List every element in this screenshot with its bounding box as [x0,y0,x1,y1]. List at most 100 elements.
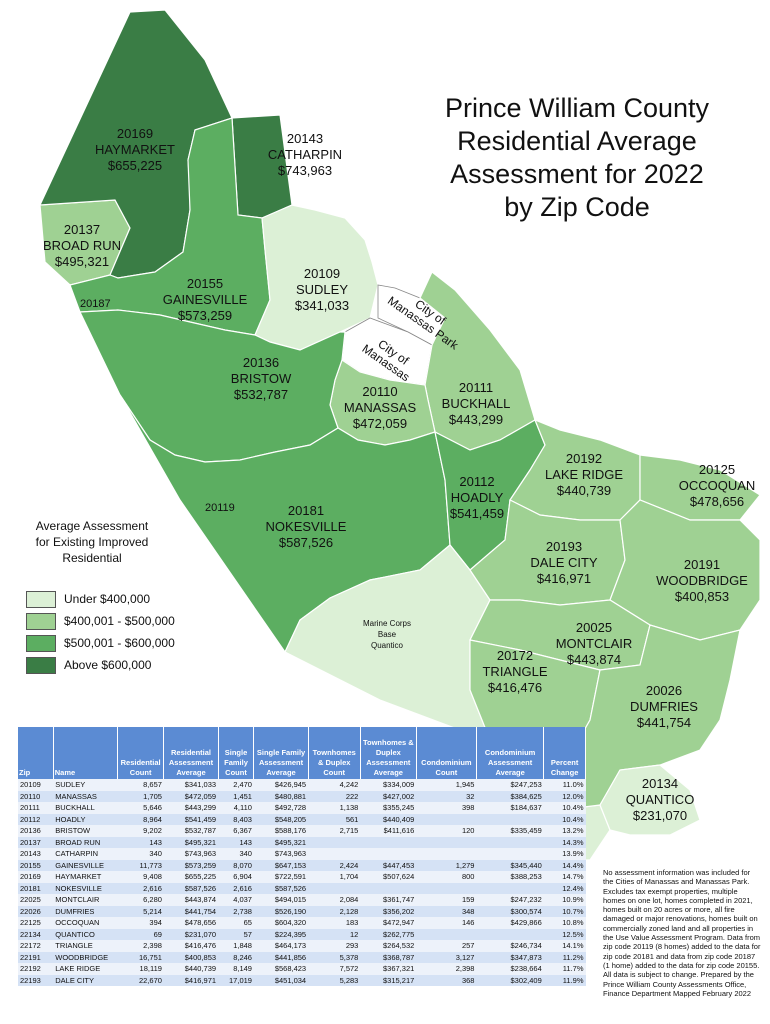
table-cell: QUANTICO [53,928,118,940]
table-cell [476,882,544,894]
table-cell: CATHARPIN [53,848,118,860]
legend: Under $400,000 $400,001 - $500,000 $500,… [26,588,196,676]
table-cell: 2,616 [117,882,164,894]
table-cell: 4,110 [218,802,254,814]
table-cell: $224,395 [253,928,309,940]
table-cell [360,848,417,860]
table-cell: 257 [416,940,477,952]
table-cell: 57 [218,928,254,940]
table-row: 22192 LAKE RIDGE 18,119 $440,739 8,149 $568,4… [18,963,586,975]
table-cell: MONTCLAIR [53,894,118,906]
table-cell: 3,127 [416,951,477,963]
table-cell: 13.2% [543,825,586,837]
table-cell: $367,321 [360,963,417,975]
region-22191 [609,499,761,641]
table-cell: $347,873 [476,951,544,963]
table-cell: SUDLEY [53,779,118,791]
zip-label-20137: 20137 BROAD RUN $495,321 [42,222,122,269]
table-cell: 22192 [18,963,54,975]
assessment-table: Zip Name Residential Count Residential A… [18,727,586,986]
table-cell: $743,963 [253,848,309,860]
table-cell: 143 [218,836,254,848]
table-cell [360,836,417,848]
table-cell [308,882,361,894]
table-cell: $429,866 [476,917,544,929]
table-cell: 12.5% [543,928,586,940]
table-cell [476,848,544,860]
table-cell: 340 [218,848,254,860]
zip-label-20187: 20187 [80,298,111,310]
legend-title: Average Assessment for Existing Improved… [35,519,149,565]
table-cell: $400,853 [163,951,219,963]
table-cell: 69 [117,928,164,940]
table-cell: $238,664 [476,963,544,975]
table-cell: 5,214 [117,905,164,917]
table-cell: 11.0% [543,779,586,791]
table-cell: 17,019 [218,974,254,986]
table-row: 20143 CATHARPIN 340 $743,963 340 $743,963 13.9… [18,848,586,860]
table-cell: 6,367 [218,825,254,837]
table-cell [360,882,417,894]
zip-label-20109: 20109 SUDLEY $341,033 [294,266,350,313]
table-cell [416,928,477,940]
table-cell: HOADLY [53,813,118,825]
table-cell: GAINESVILLE [53,859,118,871]
table-cell: 1,945 [416,779,477,791]
zip-label-22192: 20192 LAKE RIDGE $440,739 [544,451,624,498]
table-cell: 1,848 [218,940,254,952]
table-cell: 22193 [18,974,54,986]
table-cell: $247,253 [476,779,544,791]
table-cell: $335,459 [476,825,544,837]
legend-item: Above $600,000 [26,654,196,676]
table-cell: 20143 [18,848,54,860]
table-cell: OCCOQUAN [53,917,118,929]
legend-swatch [26,590,56,608]
column-header: Condominium Assessment Average [476,727,545,779]
table-cell: $384,625 [476,790,544,802]
column-header: Residential Count [117,727,165,779]
table-cell: 11,773 [117,859,164,871]
quantico-base-label: Marine Corps Base Quantico [362,619,411,650]
region-22134 [599,764,701,836]
table-cell: 10.4% [543,813,586,825]
column-header: Condominium Count [416,727,477,779]
table-cell: 22134 [18,928,54,940]
table-cell: 4,242 [308,779,361,791]
table-cell: 12.4% [543,882,586,894]
table-cell: $361,747 [360,894,417,906]
table-cell: $355,245 [360,802,417,814]
zip-label-20136: 20136 BRISTOW $532,787 [230,355,292,402]
table-cell: $494,015 [253,894,309,906]
table-cell: TRIANGLE [53,940,118,952]
table-row: 20109 SUDLEY 8,657 $341,033 2,470 $426,945 4,2… [18,779,586,791]
legend-item: Under $400,000 [26,588,196,610]
table-cell: 18,119 [117,963,164,975]
legend-swatch [26,634,56,652]
table-cell: 10.4% [543,802,586,814]
table-cell: $416,971 [163,974,219,986]
table-cell: $722,591 [253,871,309,883]
table-cell: $247,232 [476,894,544,906]
table-cell: 32 [416,790,477,802]
table-cell: 20110 [18,790,54,802]
table-cell: 2,470 [218,779,254,791]
table-cell [416,848,477,860]
table-cell: $416,476 [163,940,219,952]
table-row: 22172 TRIANGLE 2,398 $416,476 1,848 $464,173 2… [18,940,586,952]
table-cell: $300,574 [476,905,544,917]
table-cell: $440,409 [360,813,417,825]
table-cell: 12.0% [543,790,586,802]
zip-label-20155: 20155 GAINESVILLE $573,259 [162,276,248,323]
table-cell: 8,246 [218,951,254,963]
table-cell: $655,225 [163,871,219,883]
table-cell: $231,070 [163,928,219,940]
zip-label-22134: 20134 QUANTICO $231,070 [625,776,695,823]
table-cell: $548,205 [253,813,309,825]
column-header: Residential Assessment Average [163,727,219,779]
table-cell: 14.4% [543,859,586,871]
table-cell: $587,526 [253,882,309,894]
table-cell: $743,963 [163,848,219,860]
table-cell: 14.1% [543,940,586,952]
table-cell: 12 [308,928,361,940]
